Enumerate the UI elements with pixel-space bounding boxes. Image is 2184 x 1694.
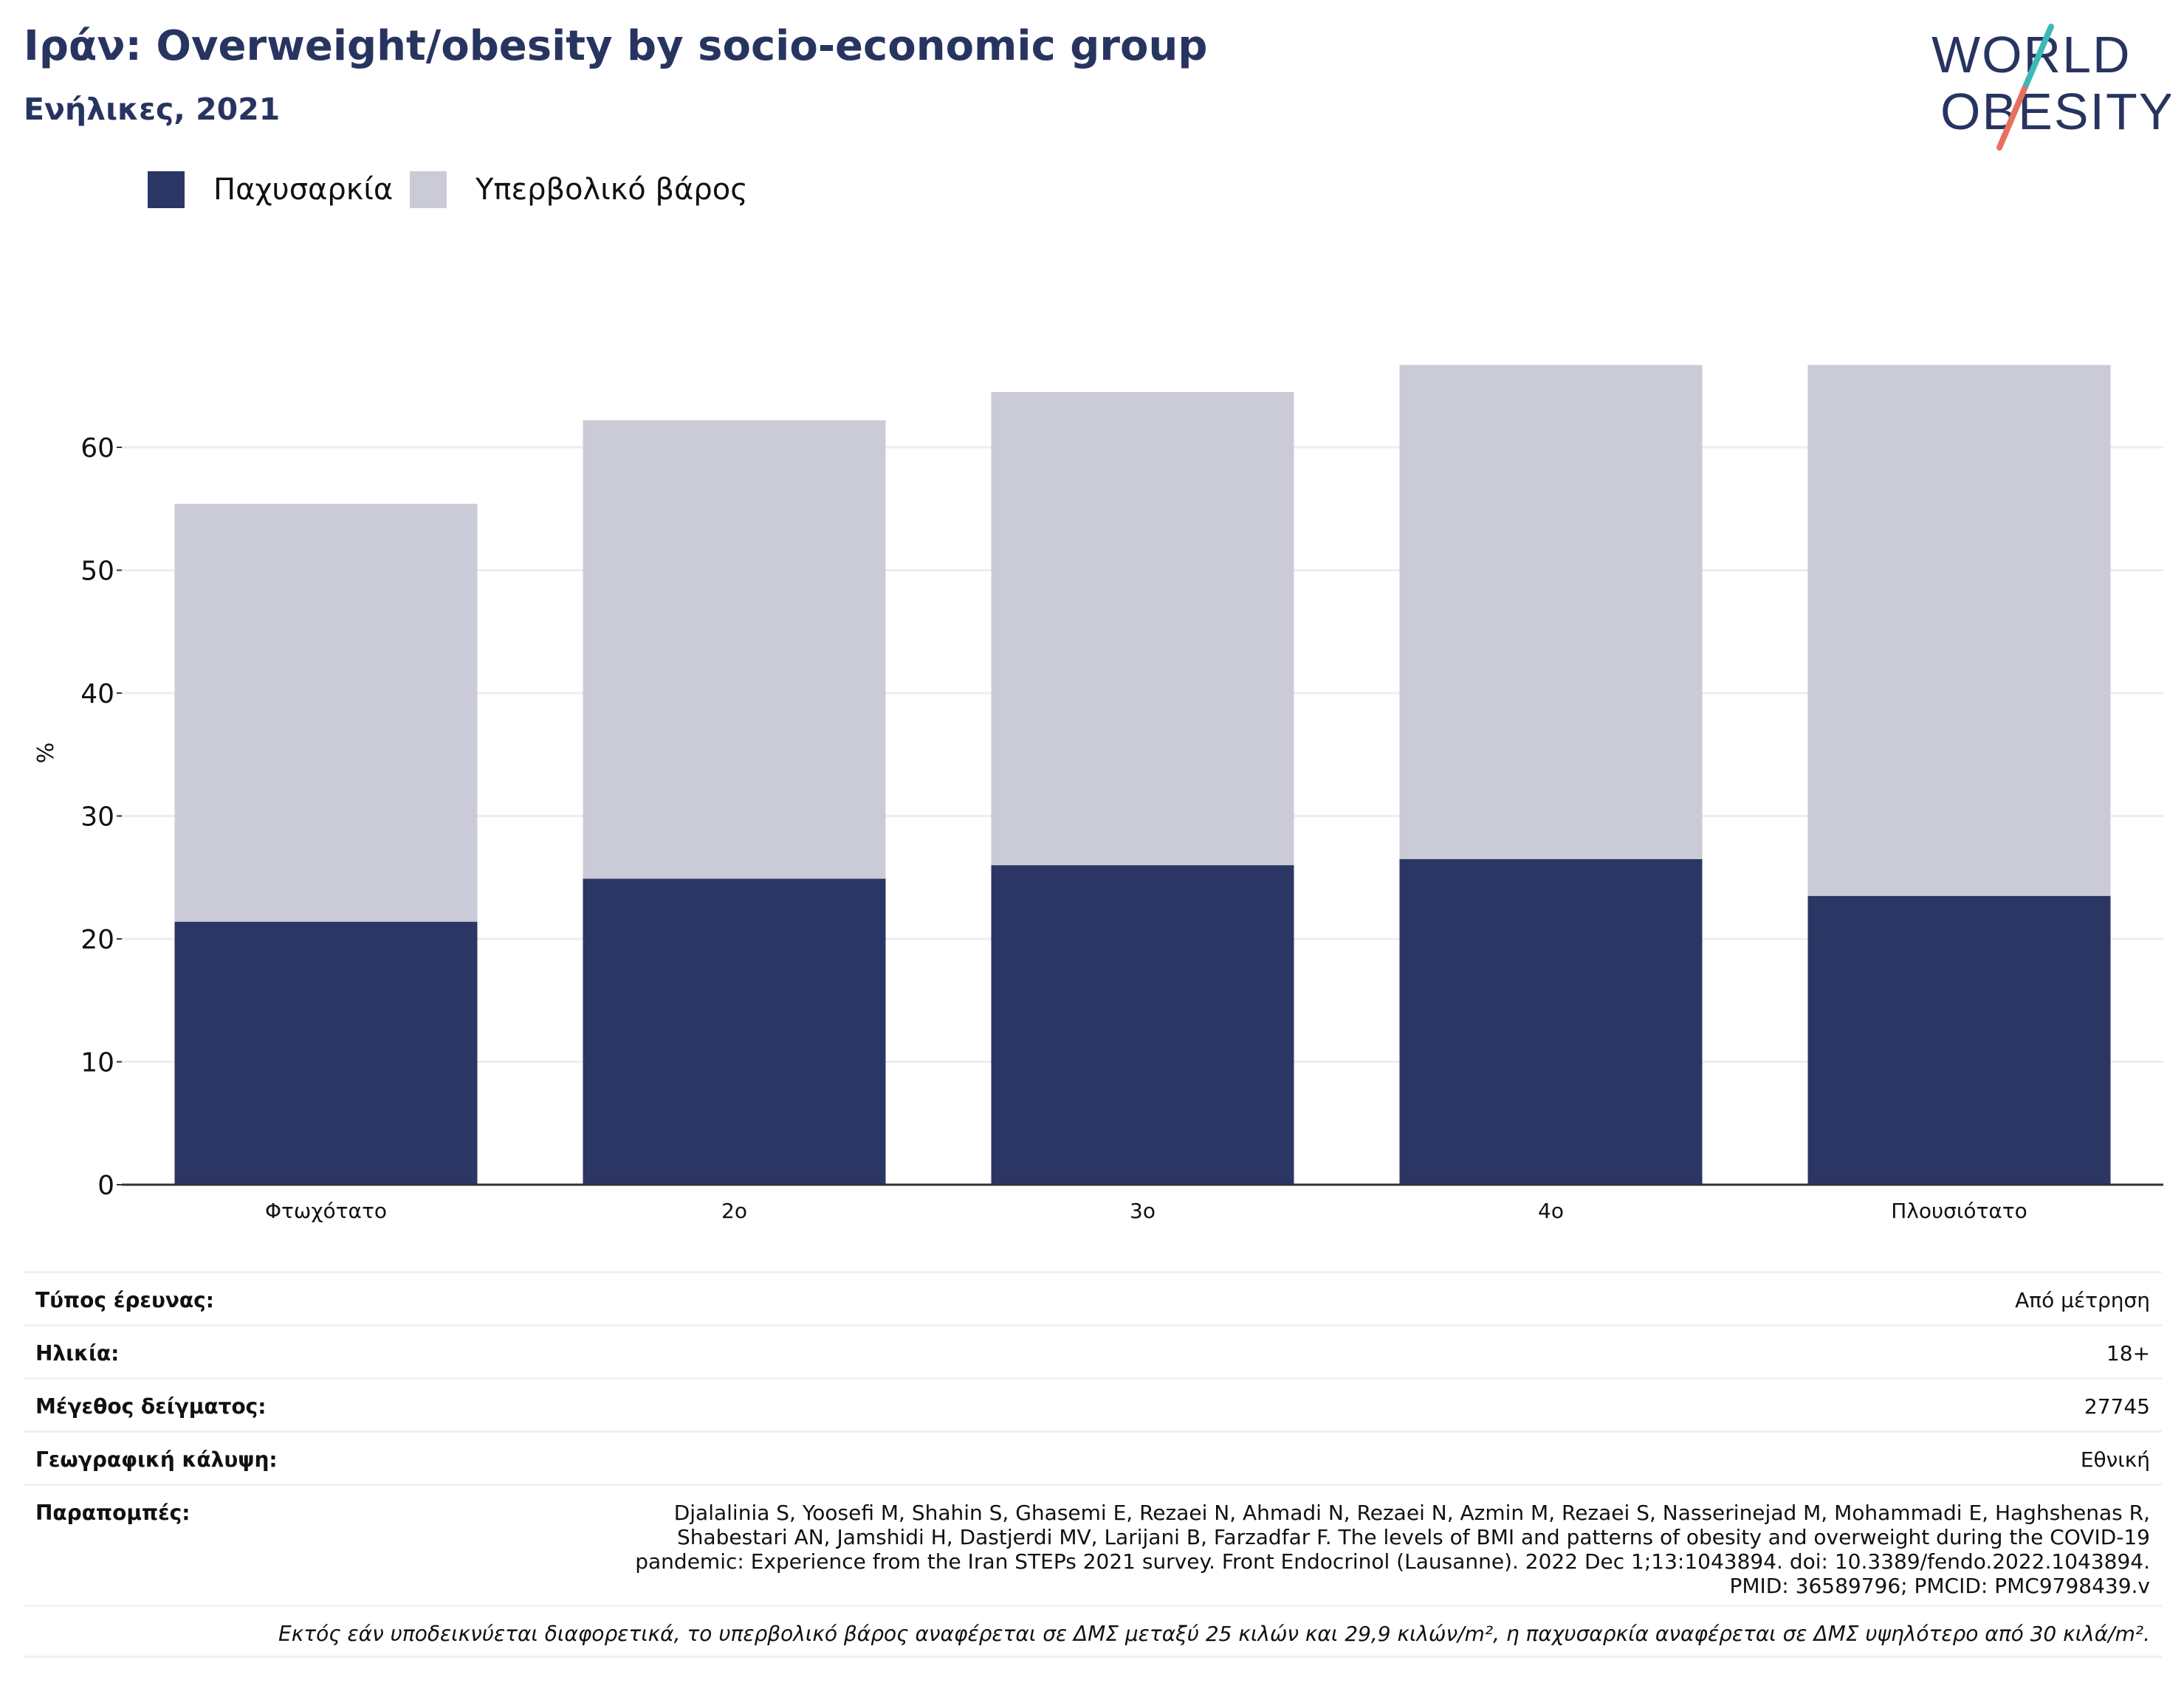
y-tick-label: 20 [80, 925, 114, 955]
chart-title: Ιράν: Overweight/obesity by socio-econom… [24, 22, 1208, 70]
info-row-footnote: Εκτός εάν υποδεικνύεται διαφορετικά, το … [24, 1605, 2162, 1658]
y-axis-label: % [33, 743, 59, 764]
coverage-value: Εθνική [2080, 1447, 2150, 1472]
y-tick-label: 50 [80, 557, 114, 587]
info-row-sample-size: Μέγεθος δείγματος: 27745 [24, 1377, 2162, 1430]
sample-size-value: 27745 [2084, 1394, 2150, 1419]
y-tick-label: 10 [80, 1048, 114, 1078]
age-value: 18+ [2106, 1341, 2150, 1366]
x-category-label: 3ο [1130, 1199, 1155, 1223]
x-category-label: Φτωχότατο [265, 1199, 387, 1223]
bar-overweight [174, 503, 478, 922]
sample-size-label: Μέγεθος δείγματος: [35, 1394, 267, 1419]
age-label: Ηλικία: [35, 1341, 120, 1366]
info-row-coverage: Γεωγραφική κάλυψη: Εθνική [24, 1430, 2162, 1484]
bar-obesity [1807, 895, 2111, 1185]
logo-word-obesity: OBESITY [1940, 83, 2171, 140]
bar-overweight [1807, 365, 2111, 896]
survey-type-label: Τύπος έρευνας: [35, 1288, 214, 1312]
bar-obesity [583, 878, 886, 1185]
logo-slash-coral [1996, 86, 2027, 151]
y-tick-label: 60 [80, 433, 114, 464]
bar-chart: 0 10 20 30 40 50 60% Φτωχότατο 2ο 3ο 4ο Πλουσιότατο [33, 365, 2163, 1223]
footnote-text: Εκτός εάν υποδεικνύεται διαφορετικά, το … [278, 1622, 2150, 1646]
references-value: Djalalinia S, Yoosefi M, Shahin S, Ghase… [635, 1501, 2150, 1598]
legend-swatch-obesity [148, 171, 185, 208]
bar-obesity [1399, 858, 1703, 1185]
y-tick-label: 30 [80, 802, 114, 833]
legend-swatch-overweight [410, 171, 447, 208]
bar-overweight [1399, 365, 1703, 859]
references-label: Παραπομπές: [35, 1501, 190, 1525]
bar-overweight [991, 392, 1294, 866]
logo-slash-teal [2022, 24, 2054, 92]
info-table: Τύπος έρευνας: Από μέτρηση Ηλικία: 18+ Μ… [24, 1271, 2162, 1658]
x-category-label: Πλουσιότατο [1891, 1199, 2027, 1223]
survey-type-value: Από μέτρηση [2015, 1288, 2150, 1312]
x-category-label: 2ο [721, 1199, 747, 1223]
world-obesity-logo: WORLD OBESITY [1931, 24, 2171, 151]
legend-label-overweight: Υπερβολικό βάρος [475, 173, 748, 207]
legend-label-obesity: Παχυσαρκία [213, 173, 394, 207]
coverage-label: Γεωγραφική κάλυψη: [35, 1447, 278, 1472]
bar-obesity [174, 921, 478, 1185]
y-tick-label: 0 [97, 1171, 114, 1201]
bar-overweight [583, 420, 886, 879]
y-tick-label: 40 [80, 679, 114, 709]
x-category-label: 4ο [1538, 1199, 1564, 1223]
chart-subtitle: Ενήλικες, 2021 [24, 92, 281, 127]
info-row-references: Παραπομπές: Djalalinia S, Yoosefi M, Sha… [24, 1484, 2162, 1605]
bar-obesity [991, 865, 1294, 1185]
info-row-age: Ηλικία: 18+ [24, 1324, 2162, 1377]
info-row-survey-type: Τύπος έρευνας: Από μέτρηση [24, 1271, 2162, 1324]
